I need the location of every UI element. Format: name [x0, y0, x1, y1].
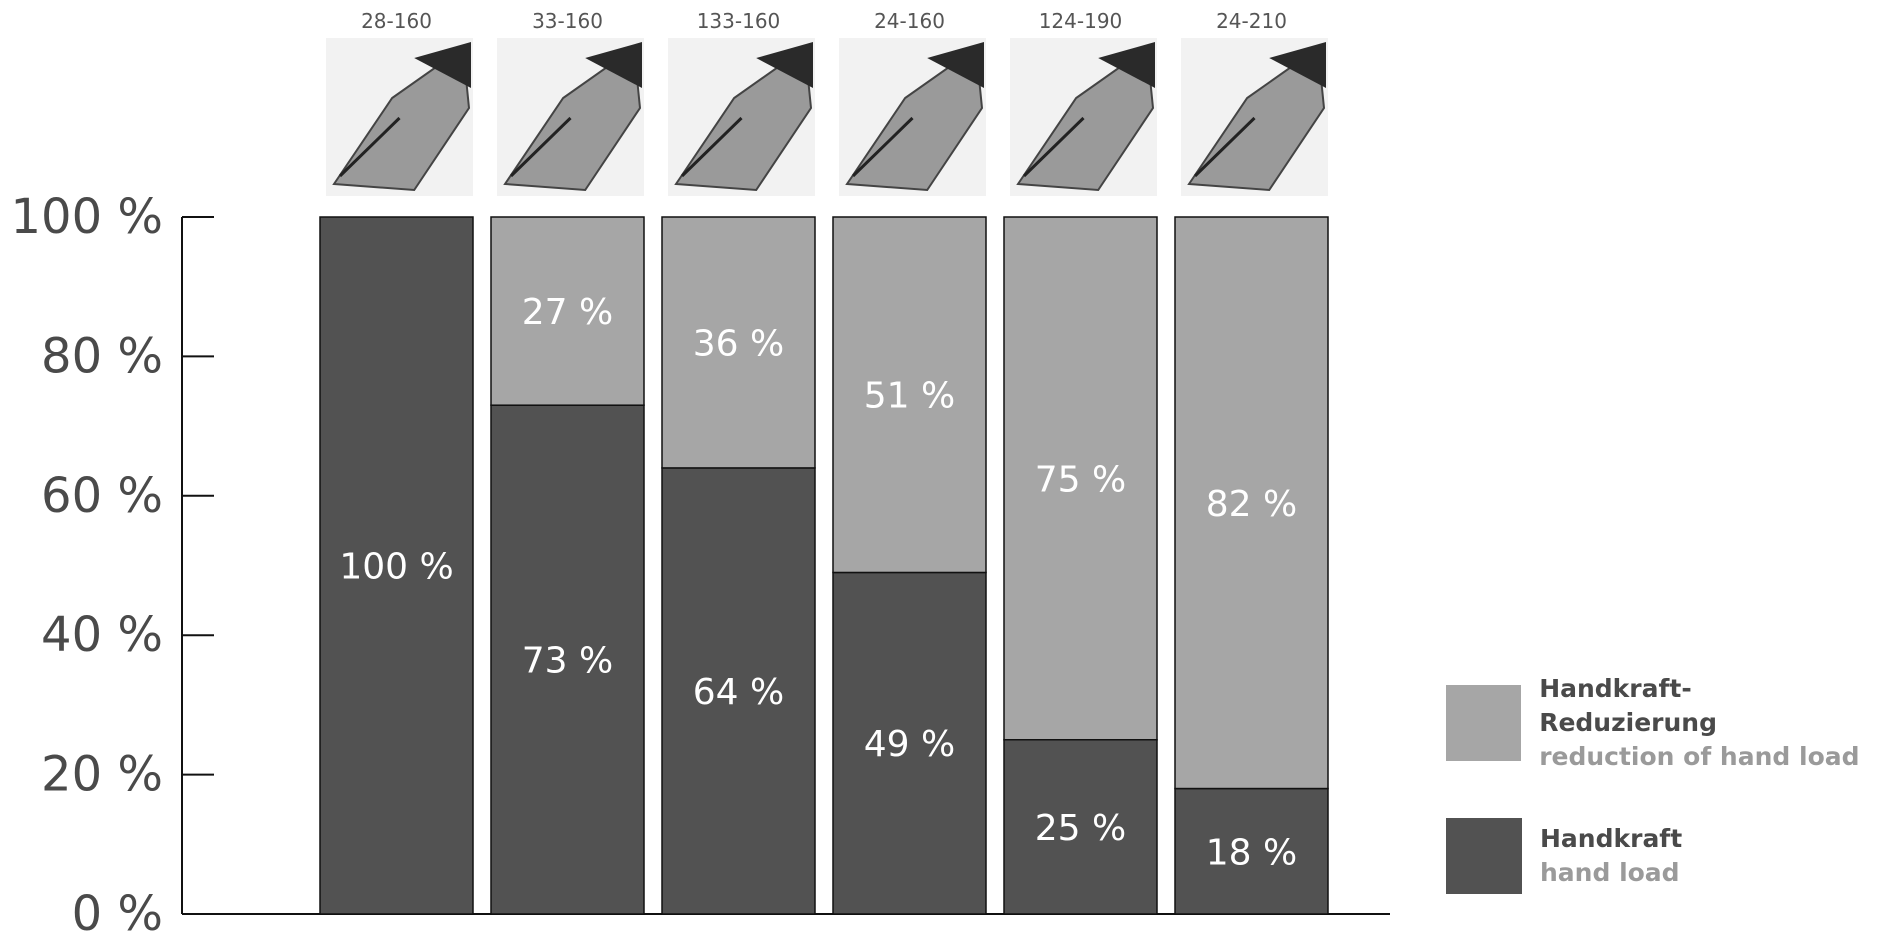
legend-label-hand-load-en: hand load — [1540, 858, 1680, 887]
y-tick-label: 80 % — [41, 328, 163, 384]
category-label: 24-160 — [874, 9, 945, 33]
data-label-hand-load: 18 % — [1206, 832, 1297, 873]
bar-segment-reduction — [832, 216, 987, 574]
legend-swatch-reduction — [1446, 685, 1522, 761]
legend-label-reduction: Handkraft-Reduzierung reduction of hand … — [1539, 672, 1866, 774]
data-label-hand-load: 100 % — [339, 547, 453, 588]
data-label-hand-load: 73 % — [522, 641, 613, 682]
legend-label-reduction-en: reduction of hand load — [1539, 742, 1860, 771]
bar-segment-hand-load — [490, 404, 645, 915]
data-label-reduction: 82 % — [1206, 484, 1297, 525]
legend-label-hand-load: Handkraft hand load — [1540, 822, 1682, 890]
data-label-reduction: 36 % — [693, 323, 784, 364]
category-label: 24-210 — [1216, 9, 1287, 33]
product-image-24-160 — [839, 38, 986, 196]
y-tick-label: 60 % — [41, 468, 163, 524]
bar-segment-hand-load — [832, 571, 987, 915]
data-label-reduction: 75 % — [1035, 459, 1126, 500]
category-label: 28-160 — [361, 9, 432, 33]
legend-label-hand-load-de: Handkraft — [1540, 824, 1683, 853]
data-label-hand-load: 49 % — [864, 724, 955, 765]
legend: Handkraft-Reduzierung reduction of hand … — [1446, 672, 1866, 938]
bar-segment-hand-load — [1003, 739, 1158, 915]
product-image-24-210 — [1181, 38, 1328, 196]
bar-segment-hand-load — [661, 467, 816, 915]
bar-segment-reduction — [1003, 216, 1158, 741]
data-label-hand-load: 25 % — [1035, 808, 1126, 849]
bar-segment-reduction — [1174, 216, 1329, 790]
product-image-124-190 — [1010, 38, 1157, 196]
legend-swatch-hand-load — [1446, 818, 1522, 894]
product-image-33-160 — [497, 38, 644, 196]
category-label: 33-160 — [532, 9, 603, 33]
product-image-28-160 — [326, 38, 473, 196]
product-image-133-160 — [668, 38, 815, 196]
data-label-reduction: 27 % — [522, 292, 613, 333]
bar-segment-reduction — [661, 216, 816, 469]
data-label-reduction: 51 % — [864, 376, 955, 417]
bar-segment-hand-load — [1174, 787, 1329, 915]
bar-segment-reduction — [490, 216, 645, 406]
y-tick-label: 20 % — [41, 747, 163, 803]
category-label: 124-190 — [1039, 9, 1123, 33]
category-label: 133-160 — [697, 9, 781, 33]
y-tick-label: 0 % — [72, 886, 163, 936]
legend-item-hand-load: Handkraft hand load — [1446, 818, 1866, 894]
data-label-hand-load: 64 % — [693, 672, 784, 713]
bar-segment-hand-load — [319, 216, 474, 915]
legend-label-reduction-de: Handkraft-Reduzierung — [1539, 674, 1717, 737]
y-tick-label: 40 % — [41, 607, 163, 663]
legend-item-reduction: Handkraft-Reduzierung reduction of hand … — [1446, 672, 1866, 774]
y-tick-label: 100 % — [11, 189, 163, 245]
